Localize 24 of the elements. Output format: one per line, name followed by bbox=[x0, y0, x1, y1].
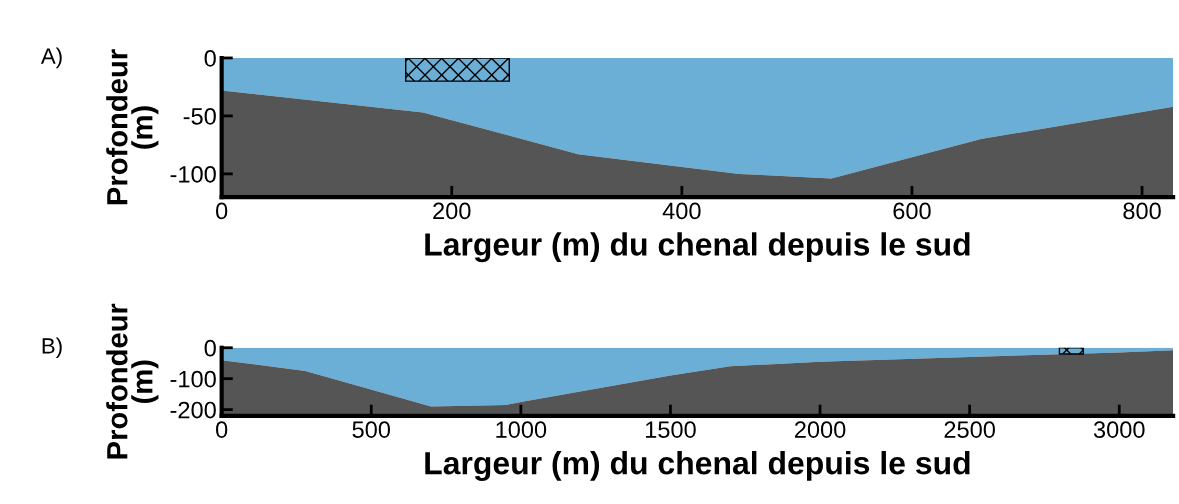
x-tick-label: 2500 bbox=[944, 421, 995, 438]
chart-title: A) bbox=[40, 47, 62, 69]
x-tick-label: 0 bbox=[216, 202, 228, 220]
y-tick-label: 0 bbox=[204, 339, 216, 357]
x-tick-label: 200 bbox=[433, 202, 471, 220]
x-tick-label: 400 bbox=[662, 202, 701, 220]
y-tick-label: -50 bbox=[183, 107, 216, 125]
x-tick-label: 0 bbox=[216, 421, 228, 438]
chart-title: B) bbox=[42, 337, 62, 359]
x-tick-label: 1500 bbox=[645, 421, 696, 438]
x-tick-label: 1000 bbox=[496, 421, 547, 438]
y-tick-label: -100 bbox=[170, 370, 216, 388]
x-tick-label: 2000 bbox=[794, 421, 846, 438]
y-axis-title: Profondeur (m) bbox=[106, 49, 159, 205]
x-tick-label: 600 bbox=[893, 202, 931, 220]
x-tick-label: 800 bbox=[1123, 202, 1161, 220]
y-tick-label: -100 bbox=[170, 165, 216, 183]
x-tick-label: 500 bbox=[352, 421, 391, 438]
y-tick-label: 0 bbox=[204, 50, 216, 67]
y-axis-title: Profondeur (m) bbox=[106, 303, 159, 459]
x-tick-label: 3000 bbox=[1093, 421, 1145, 438]
x-axis-title: Largeur (m) du chenal depuis le sud bbox=[425, 232, 970, 263]
x-axis-title: Largeur (m) du chenal depuis le sud bbox=[425, 451, 970, 481]
y-tick-label: -200 bbox=[170, 401, 216, 419]
